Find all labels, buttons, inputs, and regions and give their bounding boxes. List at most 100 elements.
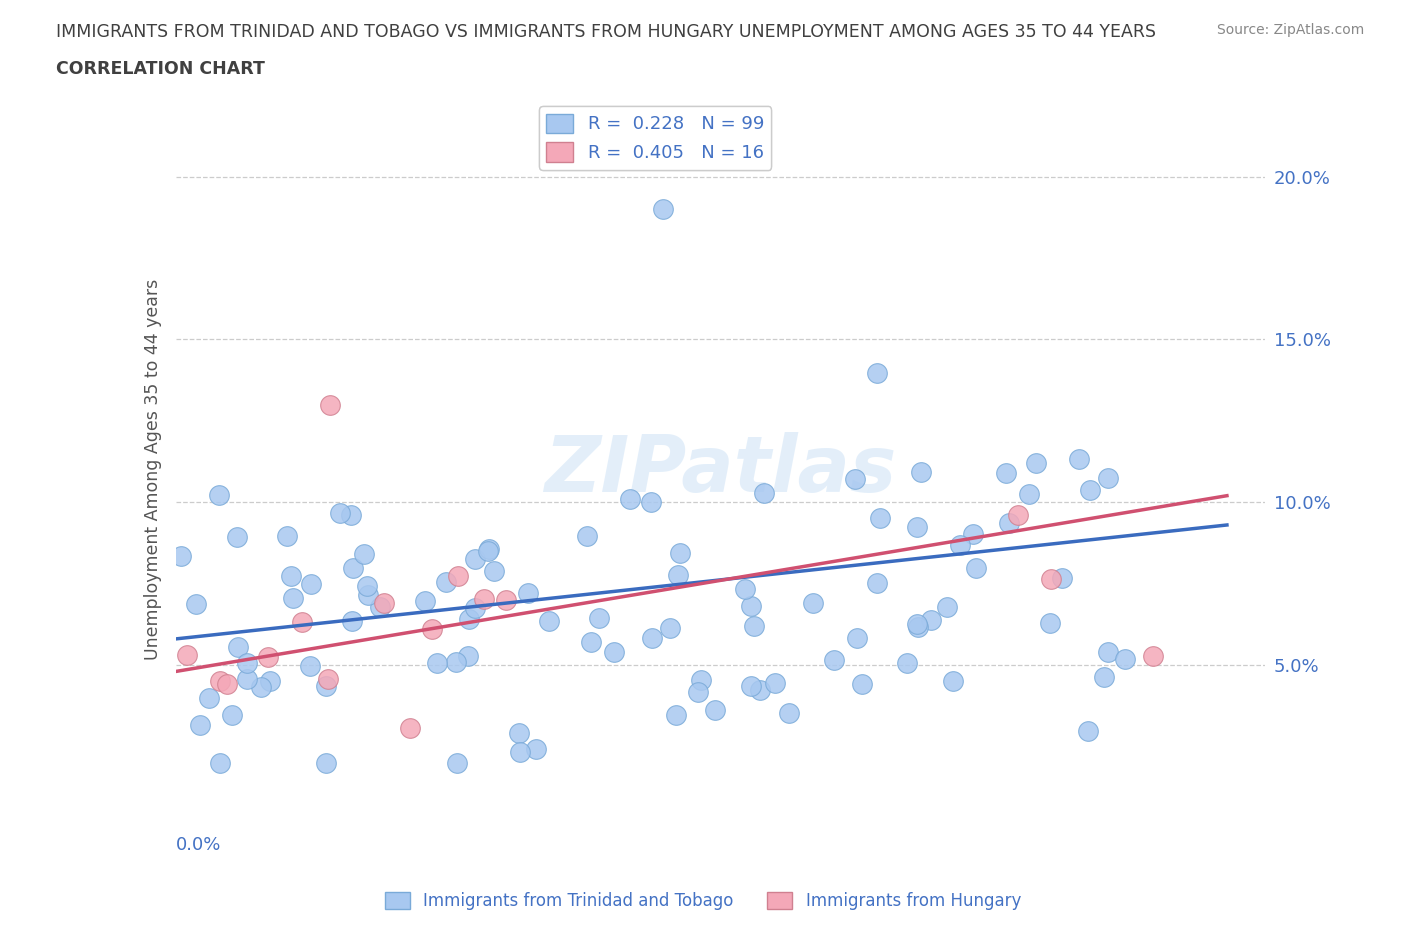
Point [734,581,756,596]
Point [1050,570,1073,585]
Point [444,654,467,669]
Point [994,466,1017,481]
Point [801,596,824,611]
Point [641,631,664,645]
Text: Source: ZipAtlas.com: Source: ZipAtlas.com [1216,23,1364,37]
Point [464,552,486,567]
Point [896,655,918,670]
Point [1067,451,1090,466]
Point [704,703,727,718]
Y-axis label: Unemployment Among Ages 35 to 44 years: Unemployment Among Ages 35 to 44 years [143,279,162,660]
Point [257,650,280,665]
Point [1039,616,1062,631]
Legend: R =  0.228   N = 99, R =  0.405   N = 16: R = 0.228 N = 99, R = 0.405 N = 16 [538,106,772,169]
Legend: Immigrants from Trinidad and Tobago, Immigrants from Hungary: Immigrants from Trinidad and Tobago, Imm… [378,885,1028,917]
Point [464,600,486,615]
Point [315,755,337,770]
Point [905,617,928,631]
Point [740,678,762,693]
Point [495,592,517,607]
Point [1025,456,1047,471]
Point [690,672,713,687]
Point [823,652,845,667]
Point [315,679,337,694]
Point [640,495,662,510]
Point [198,691,221,706]
Point [208,673,231,688]
Text: 0.0%: 0.0% [176,836,221,855]
Point [477,544,499,559]
Point [965,561,987,576]
Point [281,591,304,606]
Point [866,365,889,380]
Point [651,202,673,217]
Point [845,631,868,645]
Point [316,671,339,686]
Point [851,676,873,691]
Point [318,397,340,412]
Point [413,593,436,608]
Point [472,591,495,606]
Point [778,705,800,720]
Point [686,685,709,700]
Point [482,564,505,578]
Point [457,648,479,663]
Text: IMMIGRANTS FROM TRINIDAD AND TOBAGO VS IMMIGRANTS FROM HUNGARY UNEMPLOYMENT AMON: IMMIGRANTS FROM TRINIDAD AND TOBAGO VS I… [56,23,1156,41]
Point [1078,483,1101,498]
Point [1097,471,1119,485]
Point [1097,644,1119,659]
Point [1114,651,1136,666]
Point [426,656,449,671]
Point [907,619,929,634]
Point [457,612,479,627]
Point [949,538,972,552]
Point [942,673,965,688]
Point [170,549,193,564]
Point [188,717,211,732]
Point [434,575,457,590]
Point [215,676,238,691]
Point [399,721,422,736]
Point [446,755,468,770]
Point [225,529,247,544]
Point [342,561,364,576]
Point [236,655,259,670]
Point [276,528,298,543]
Point [669,545,692,560]
Point [517,586,540,601]
Point [742,618,765,633]
Point [357,588,380,603]
Point [665,708,688,723]
Point [221,708,243,723]
Point [997,515,1019,530]
Point [299,577,322,591]
Point [588,611,610,626]
Point [619,491,641,506]
Point [1018,486,1040,501]
Point [340,614,363,629]
Point [740,598,762,613]
Point [1040,572,1063,587]
Point [184,596,207,611]
Point [524,741,547,756]
Point [1077,724,1099,738]
Point [920,613,942,628]
Point [1142,649,1164,664]
Point [329,505,352,520]
Point [936,600,959,615]
Point [290,614,312,629]
Point [236,671,259,686]
Point [447,569,470,584]
Text: ZIPatlas: ZIPatlas [544,432,897,508]
Point [226,639,249,654]
Point [250,680,273,695]
Point [353,546,375,561]
Point [339,508,361,523]
Point [763,675,786,690]
Point [538,614,561,629]
Point [1092,670,1115,684]
Point [579,634,602,649]
Point [477,541,499,556]
Point [298,658,321,673]
Point [356,578,378,593]
